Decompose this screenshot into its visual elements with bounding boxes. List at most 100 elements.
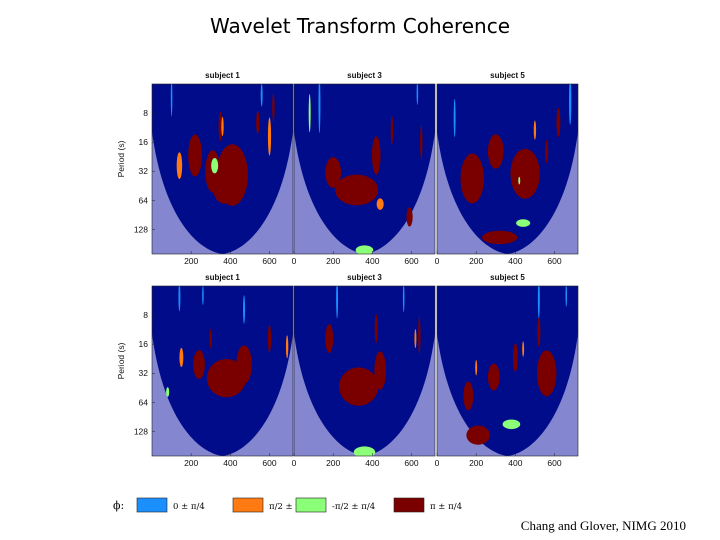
x-tick-label: 400 (365, 256, 379, 266)
x-tick-label: 400 (508, 256, 522, 266)
coherence-region-pi_2 (179, 347, 184, 368)
x-tick-label: 200 (469, 256, 483, 266)
coherence-region-zero (202, 286, 204, 305)
y-tick-label: 32 (139, 166, 149, 176)
x-tick-label: 0 (435, 458, 440, 468)
panel-frame (293, 285, 436, 457)
y-axis-label: Period (s) (116, 140, 126, 177)
coherence-region-neg_pi2 (211, 157, 219, 174)
coherence-region-zero (565, 286, 568, 307)
coherence-region-pi_2 (475, 359, 478, 376)
y-tick-label: 64 (139, 195, 149, 205)
coherence-region-neg_pi2 (355, 245, 374, 254)
y-tick-label: 16 (139, 339, 149, 349)
x-tick-label: 400 (365, 458, 379, 468)
y-axis-label: Period (s) (116, 342, 126, 379)
coherence-region-pi (487, 363, 500, 391)
y-tick-label: 64 (139, 397, 149, 407)
panel-title: subject 1 (205, 71, 240, 80)
x-tick-label: 600 (547, 256, 561, 266)
x-tick-label: 600 (404, 458, 418, 468)
coherence-region-pi (335, 174, 379, 206)
cone-of-influence (294, 84, 435, 254)
coherence-region-neg_pi2 (166, 387, 170, 397)
x-tick-label: 600 (262, 458, 276, 468)
legend-swatch (295, 497, 327, 513)
coherence-region-pi (510, 148, 540, 199)
y-tick-label: 16 (139, 137, 149, 147)
coherence-region-neg_pi2 (518, 176, 521, 185)
coherence-region-zero (453, 98, 456, 138)
coherence-region-zero (336, 286, 339, 319)
coherence-region-zero (243, 295, 246, 324)
coherence-region-pi_2 (376, 198, 384, 210)
panel-title: subject 3 (347, 273, 382, 282)
coherence-region-pi_2 (533, 120, 537, 140)
x-tick-label: 200 (469, 458, 483, 468)
coherence-region-pi_2 (522, 341, 525, 357)
coherence-region-pi_2 (176, 152, 183, 180)
slide-title: Wavelet Transform Coherence (209, 14, 511, 38)
coherence-regions (166, 286, 289, 398)
legend-swatch (136, 497, 168, 513)
coherence-region-zero (416, 84, 419, 105)
x-tick-label: 600 (262, 256, 276, 266)
cone-of-influence (437, 286, 578, 456)
coherence-region-zero (318, 84, 321, 134)
coherence-region-pi (482, 230, 518, 245)
x-tick-label: 0 (292, 256, 297, 266)
coherence-region-pi (537, 317, 541, 347)
coherence-region-zero (568, 84, 572, 125)
coherence-region-pi (236, 345, 252, 384)
coherence-region-pi (418, 316, 421, 355)
panel-frame (436, 83, 579, 255)
legend-swatch (232, 497, 264, 513)
coherence-region-pi_2 (285, 335, 289, 359)
y-tick-label: 128 (134, 224, 148, 234)
coherence-region-pi (374, 351, 387, 390)
legend-label: π/2 ± π/4 (269, 502, 309, 512)
panel-frame (151, 285, 294, 457)
x-tick-label: 200 (326, 256, 340, 266)
citation: Chang and Glover, NIMG 2010 (520, 518, 686, 533)
x-tick-label: 400 (223, 256, 237, 266)
y-tick-label: 8 (143, 108, 148, 118)
x-tick-label: 200 (184, 458, 198, 468)
y-tick-label: 8 (143, 310, 148, 320)
coherence-region-pi (209, 328, 212, 349)
coherence-region-pi (212, 169, 237, 204)
panel-title: subject 3 (347, 71, 382, 80)
coherence-region-pi (406, 207, 413, 227)
panel-title: subject 1 (205, 273, 240, 282)
coherence-region-pi (487, 134, 504, 169)
coherence-regions (453, 84, 572, 245)
panel-frame (151, 83, 294, 255)
coherence-region-pi (374, 314, 378, 343)
coherence-region-pi_2 (414, 328, 417, 349)
legend-label: -π/2 ± π/4 (332, 502, 375, 512)
coherence-region-zero (537, 286, 540, 319)
coherence-regions (463, 286, 568, 445)
y-tick-label: 32 (139, 368, 149, 378)
coherence-region-pi (256, 110, 260, 134)
panel-title: subject 5 (490, 71, 525, 80)
x-tick-label: 0 (292, 458, 297, 468)
coherence-region-pi (420, 124, 423, 160)
coherence-region-pi (536, 350, 557, 397)
coherence-regions (308, 84, 423, 254)
coherence-region-neg_pi2 (516, 219, 531, 227)
y-tick-label: 128 (134, 426, 148, 436)
x-tick-label: 400 (508, 458, 522, 468)
coherence-region-zero (170, 84, 173, 117)
coherence-regions (170, 84, 275, 206)
coherence-region-pi (272, 93, 275, 122)
coherence-region-pi (339, 367, 379, 406)
coherence-region-pi (371, 136, 381, 175)
panel-frame (293, 83, 436, 255)
coherence-region-pi (325, 324, 334, 353)
coherence-region-pi (206, 358, 247, 398)
coherence-region-pi (460, 153, 484, 204)
coherence-region-pi (218, 112, 223, 141)
x-tick-label: 600 (547, 458, 561, 468)
